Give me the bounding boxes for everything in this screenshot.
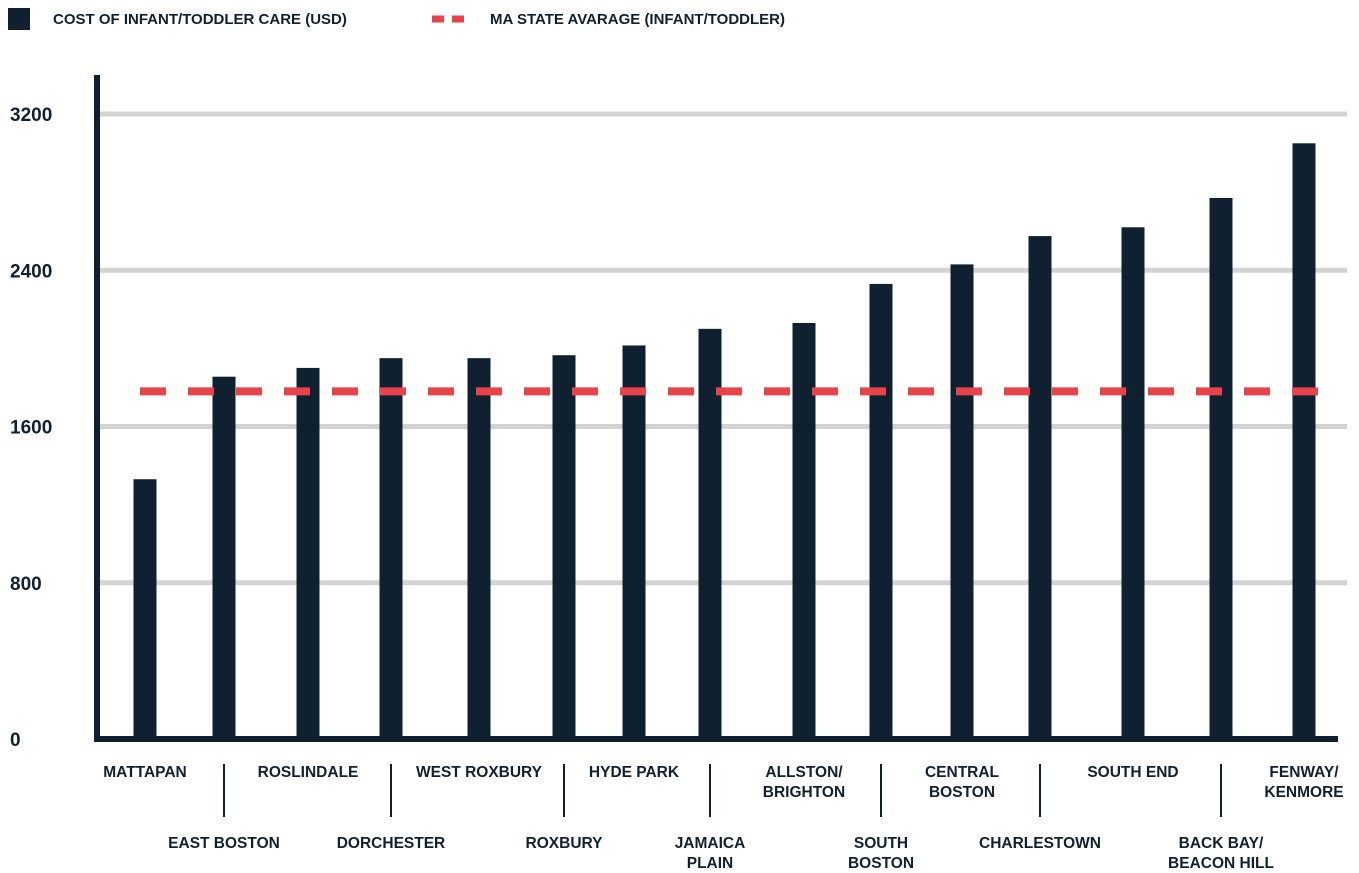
x-tick-label: SOUTH END bbox=[1087, 764, 1178, 781]
bar bbox=[467, 358, 491, 739]
x-axis-labels: MATTAPAN EAST BOSTON ROSLINDALE DORCHESTER W… bbox=[103, 764, 1343, 872]
legend-label-average: MA STATE AVARAGE (INFANT/TODDLER) bbox=[490, 11, 785, 28]
bar bbox=[133, 479, 157, 739]
x-tick-label: WEST ROXBURY bbox=[416, 764, 543, 781]
y-tick-label: 0 bbox=[10, 730, 21, 751]
bar bbox=[1209, 197, 1233, 739]
x-tick-label: ALLSTON/BRIGHTON bbox=[763, 764, 845, 801]
bar bbox=[1121, 227, 1145, 739]
bar bbox=[296, 367, 320, 739]
y-tick-label: 2400 bbox=[10, 261, 52, 282]
bar bbox=[698, 328, 722, 739]
x-tick-label: EAST BOSTON bbox=[168, 835, 280, 852]
bar bbox=[212, 376, 236, 739]
gridlines bbox=[97, 111, 1347, 586]
x-label-separators bbox=[223, 764, 1222, 817]
legend-swatch-cost bbox=[8, 8, 30, 30]
legend-label-cost: COST OF INFANT/TODDLER CARE (USD) bbox=[53, 11, 347, 28]
x-tick-label: SOUTH BOSTON bbox=[848, 835, 914, 872]
x-tick-label: FENWAY/KENMORE bbox=[1264, 764, 1343, 801]
y-axis-ticks: 3200 2400 1600 800 0 bbox=[10, 105, 52, 751]
y-tick-label: 1600 bbox=[10, 418, 52, 439]
legend: COST OF INFANT/TODDLER CARE (USD) MA STA… bbox=[8, 8, 785, 30]
bar bbox=[552, 355, 576, 739]
x-tick-label: ROSLINDALE bbox=[258, 764, 359, 781]
bar bbox=[379, 358, 403, 739]
x-tick-label: HYDE PARK bbox=[589, 764, 680, 781]
x-tick-label: MATTAPAN bbox=[103, 764, 187, 781]
x-tick-label: CENTRAL BOSTON bbox=[925, 764, 999, 801]
y-tick-label: 800 bbox=[10, 574, 42, 595]
x-tick-label: DORCHESTER bbox=[337, 835, 446, 852]
bars bbox=[133, 143, 1316, 739]
x-tick-label: JAMAICA PLAIN bbox=[675, 835, 746, 872]
bar bbox=[792, 322, 816, 739]
bar bbox=[622, 345, 646, 739]
x-tick-label: CHARLESTOWN bbox=[979, 835, 1101, 852]
bar bbox=[869, 283, 893, 739]
bar bbox=[1292, 143, 1316, 739]
bar bbox=[1028, 236, 1052, 739]
bar bbox=[950, 264, 974, 739]
x-tick-label: BACK BAY/BEACON HILL bbox=[1168, 835, 1274, 872]
y-tick-label: 3200 bbox=[10, 105, 52, 126]
x-tick-label: ROXBURY bbox=[526, 835, 604, 852]
